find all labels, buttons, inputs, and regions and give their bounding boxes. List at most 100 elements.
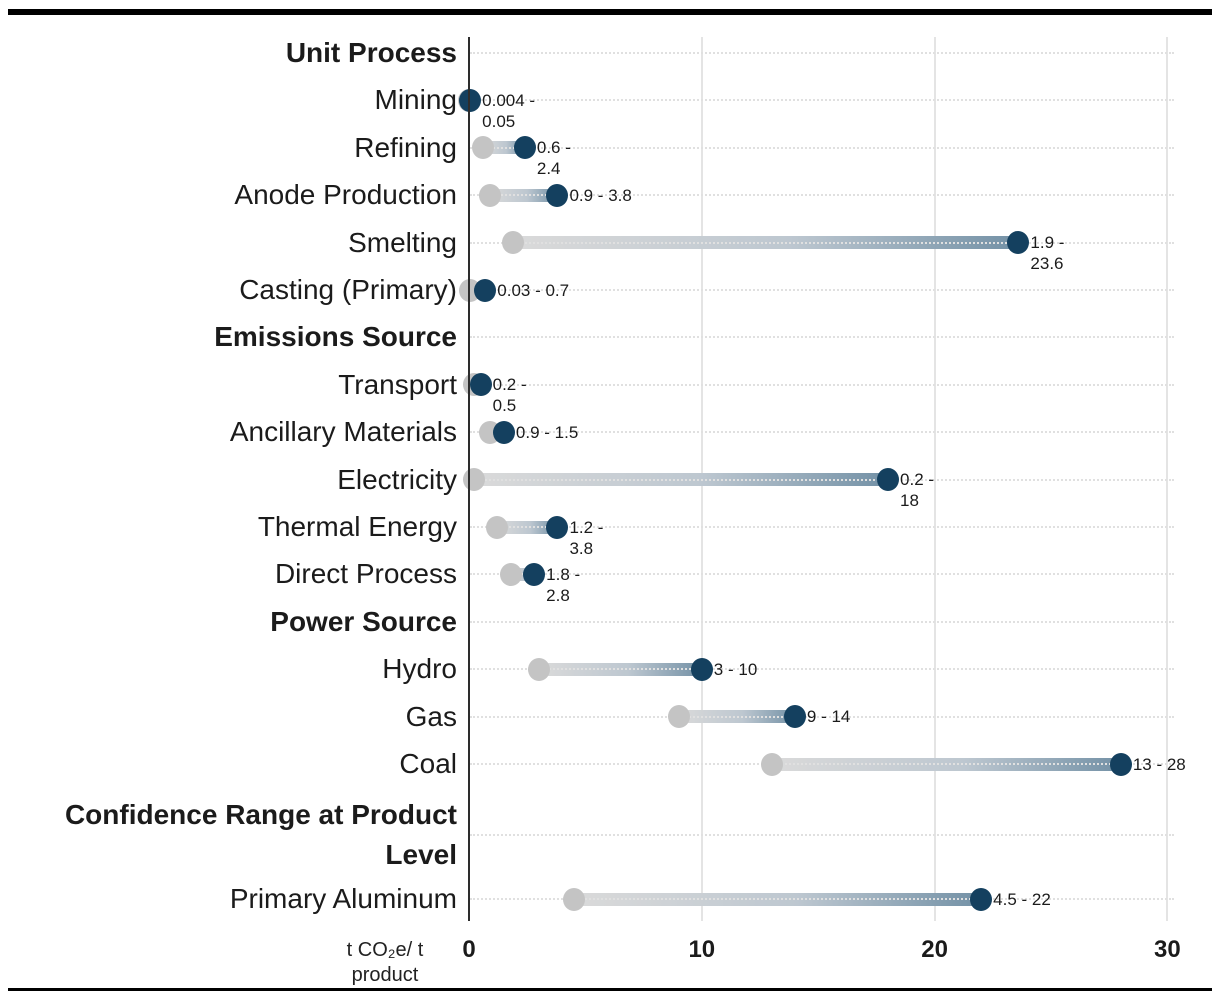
row-gridline-hydro [470, 668, 1174, 671]
row-gridline-power-source [470, 620, 1174, 623]
min-dot-hydro[interactable] [527, 657, 550, 681]
row-gridline-anode-production [470, 194, 1174, 197]
category-label-gas: Gas [405, 700, 457, 732]
row-gridline-primary-aluminum [470, 898, 1174, 900]
row-gridline-unit-process [470, 52, 1174, 54]
max-dot-casting-primary[interactable] [474, 278, 497, 302]
range-value-line: 2.4 [536, 159, 561, 179]
max-dot-electricity[interactable] [877, 468, 900, 492]
row-gridline-smelting [470, 241, 1174, 244]
x-tick-30: 30 [1154, 936, 1181, 963]
range-value-line: 0.05 [482, 111, 516, 131]
range-value-label-ancillary-materials: 0.9 - 1.5 [516, 422, 578, 443]
range-value-label-anode-production: 0.9 - 3.8 [569, 185, 631, 206]
range-value-line: 4.5 - 22 [993, 889, 1051, 909]
category-label-coal: Coal [399, 748, 457, 779]
category-label-primary-aluminum: Primary Aluminum [229, 883, 457, 914]
max-dot-direct-process[interactable] [523, 562, 546, 586]
min-dot-refining[interactable] [471, 136, 494, 160]
range-value-label-electricity: 0.2 -18 [900, 469, 934, 511]
range-value-line: 0.03 - 0.7 [497, 280, 570, 300]
range-value-label-transport: 0.2 -0.5 [493, 374, 527, 416]
section-header-unit-process: Unit Process [285, 37, 457, 68]
min-dot-coal[interactable] [760, 752, 783, 776]
range-value-line: 3 - 10 [713, 659, 758, 679]
range-value-label-refining: 0.6 -2.4 [537, 137, 571, 179]
section-header-emissions-source: Emissions Source [214, 321, 457, 353]
section-header-power-source: Power Source [270, 605, 457, 637]
category-label-ancillary-materials: Ancillary Materials [229, 416, 457, 448]
row-gridline-transport [470, 383, 1174, 386]
row-gridline-electricity [470, 478, 1174, 481]
max-dot-refining[interactable] [513, 136, 536, 160]
row-gridline-casting-primary [470, 289, 1174, 291]
max-dot-gas[interactable] [783, 705, 806, 729]
x-tick-0: 0 [462, 936, 476, 963]
range-value-label-hydro: 3 - 10 [714, 659, 757, 680]
range-value-line: 9 - 14 [806, 707, 851, 727]
x-axis-unit-label: t CO₂e/ t product [333, 938, 437, 988]
max-dot-thermal-energy[interactable] [546, 515, 569, 539]
max-dot-hydro[interactable] [690, 657, 713, 681]
bottom-rule [8, 988, 1212, 991]
range-value-line: 0.004 - [482, 90, 536, 110]
range-value-label-direct-process: 1.8 -2.8 [546, 564, 580, 606]
row-gridline-thermal-energy [470, 526, 1174, 528]
category-label-electricity: Electricity [337, 463, 457, 495]
min-dot-smelting[interactable] [502, 231, 525, 255]
section-header-line: Confidence Range at Product [64, 799, 457, 830]
min-dot-electricity[interactable] [462, 468, 485, 492]
range-value-line: 0.6 - [536, 138, 571, 158]
range-value-line: 1.8 - [546, 564, 581, 584]
max-dot-smelting[interactable] [1007, 231, 1030, 255]
range-value-line: 1.2 - [569, 517, 604, 537]
x-axis-unit-line2: product [351, 964, 419, 986]
range-value-line: 13 - 28 [1132, 754, 1186, 774]
range-value-line: 1.9 - [1030, 233, 1065, 253]
min-dot-anode-production[interactable] [478, 183, 501, 207]
range-value-label-primary-aluminum: 4.5 - 22 [993, 889, 1051, 910]
category-label-transport: Transport [338, 368, 457, 400]
row-gridline-mining [470, 99, 1174, 102]
range-value-line: 0.5 [492, 396, 517, 416]
row-gridline-emissions-source [470, 336, 1174, 339]
range-value-line: 18 [900, 491, 919, 511]
range-value-line: 0.2 - [900, 470, 935, 490]
row-gridline-coal [470, 763, 1174, 765]
section-header-line: Level [385, 839, 457, 870]
range-value-line: 0.9 - 3.8 [569, 185, 632, 205]
top-rule [8, 9, 1212, 15]
section-header-confidence-range-at-product-level: Confidence Range at Product Level [0, 795, 457, 875]
x-tick-20: 20 [921, 936, 948, 963]
max-dot-mining[interactable] [459, 88, 482, 112]
category-label-direct-process: Direct Process [274, 558, 457, 590]
category-label-hydro: Hydro [382, 653, 457, 685]
min-dot-gas[interactable] [667, 705, 690, 729]
max-dot-coal[interactable] [1109, 752, 1132, 776]
min-dot-thermal-energy[interactable] [485, 515, 508, 539]
row-gridline-direct-process [470, 573, 1174, 576]
x-tick-10: 10 [688, 936, 716, 963]
category-label-mining: Mining [374, 84, 457, 116]
range-value-label-gas: 9 - 14 [807, 706, 850, 727]
range-value-label-mining: 0.004 -0.05 [482, 90, 535, 132]
max-dot-primary-aluminum[interactable] [970, 887, 993, 911]
category-label-thermal-energy: Thermal Energy [257, 511, 457, 542]
y-axis-line [468, 37, 470, 921]
category-label-smelting: Smelting [348, 226, 457, 258]
range-value-label-smelting: 1.9 -23.6 [1030, 232, 1064, 274]
min-dot-primary-aluminum[interactable] [562, 887, 585, 911]
max-dot-anode-production[interactable] [546, 183, 569, 207]
max-dot-transport[interactable] [469, 373, 492, 397]
category-label-refining: Refining [354, 131, 457, 163]
range-value-line: 0.2 - [492, 375, 527, 395]
min-dot-direct-process[interactable] [499, 562, 522, 586]
x-axis-unit-line1: t CO₂e/ t [346, 939, 424, 961]
range-value-line: 0.9 - 1.5 [515, 422, 579, 442]
category-label-casting-primary: Casting (Primary) [239, 274, 457, 305]
range-value-label-coal: 13 - 28 [1133, 754, 1186, 775]
row-gridline-ancillary-materials [470, 431, 1174, 434]
row-gridline-gas [470, 715, 1174, 718]
max-dot-ancillary-materials[interactable] [492, 420, 515, 444]
